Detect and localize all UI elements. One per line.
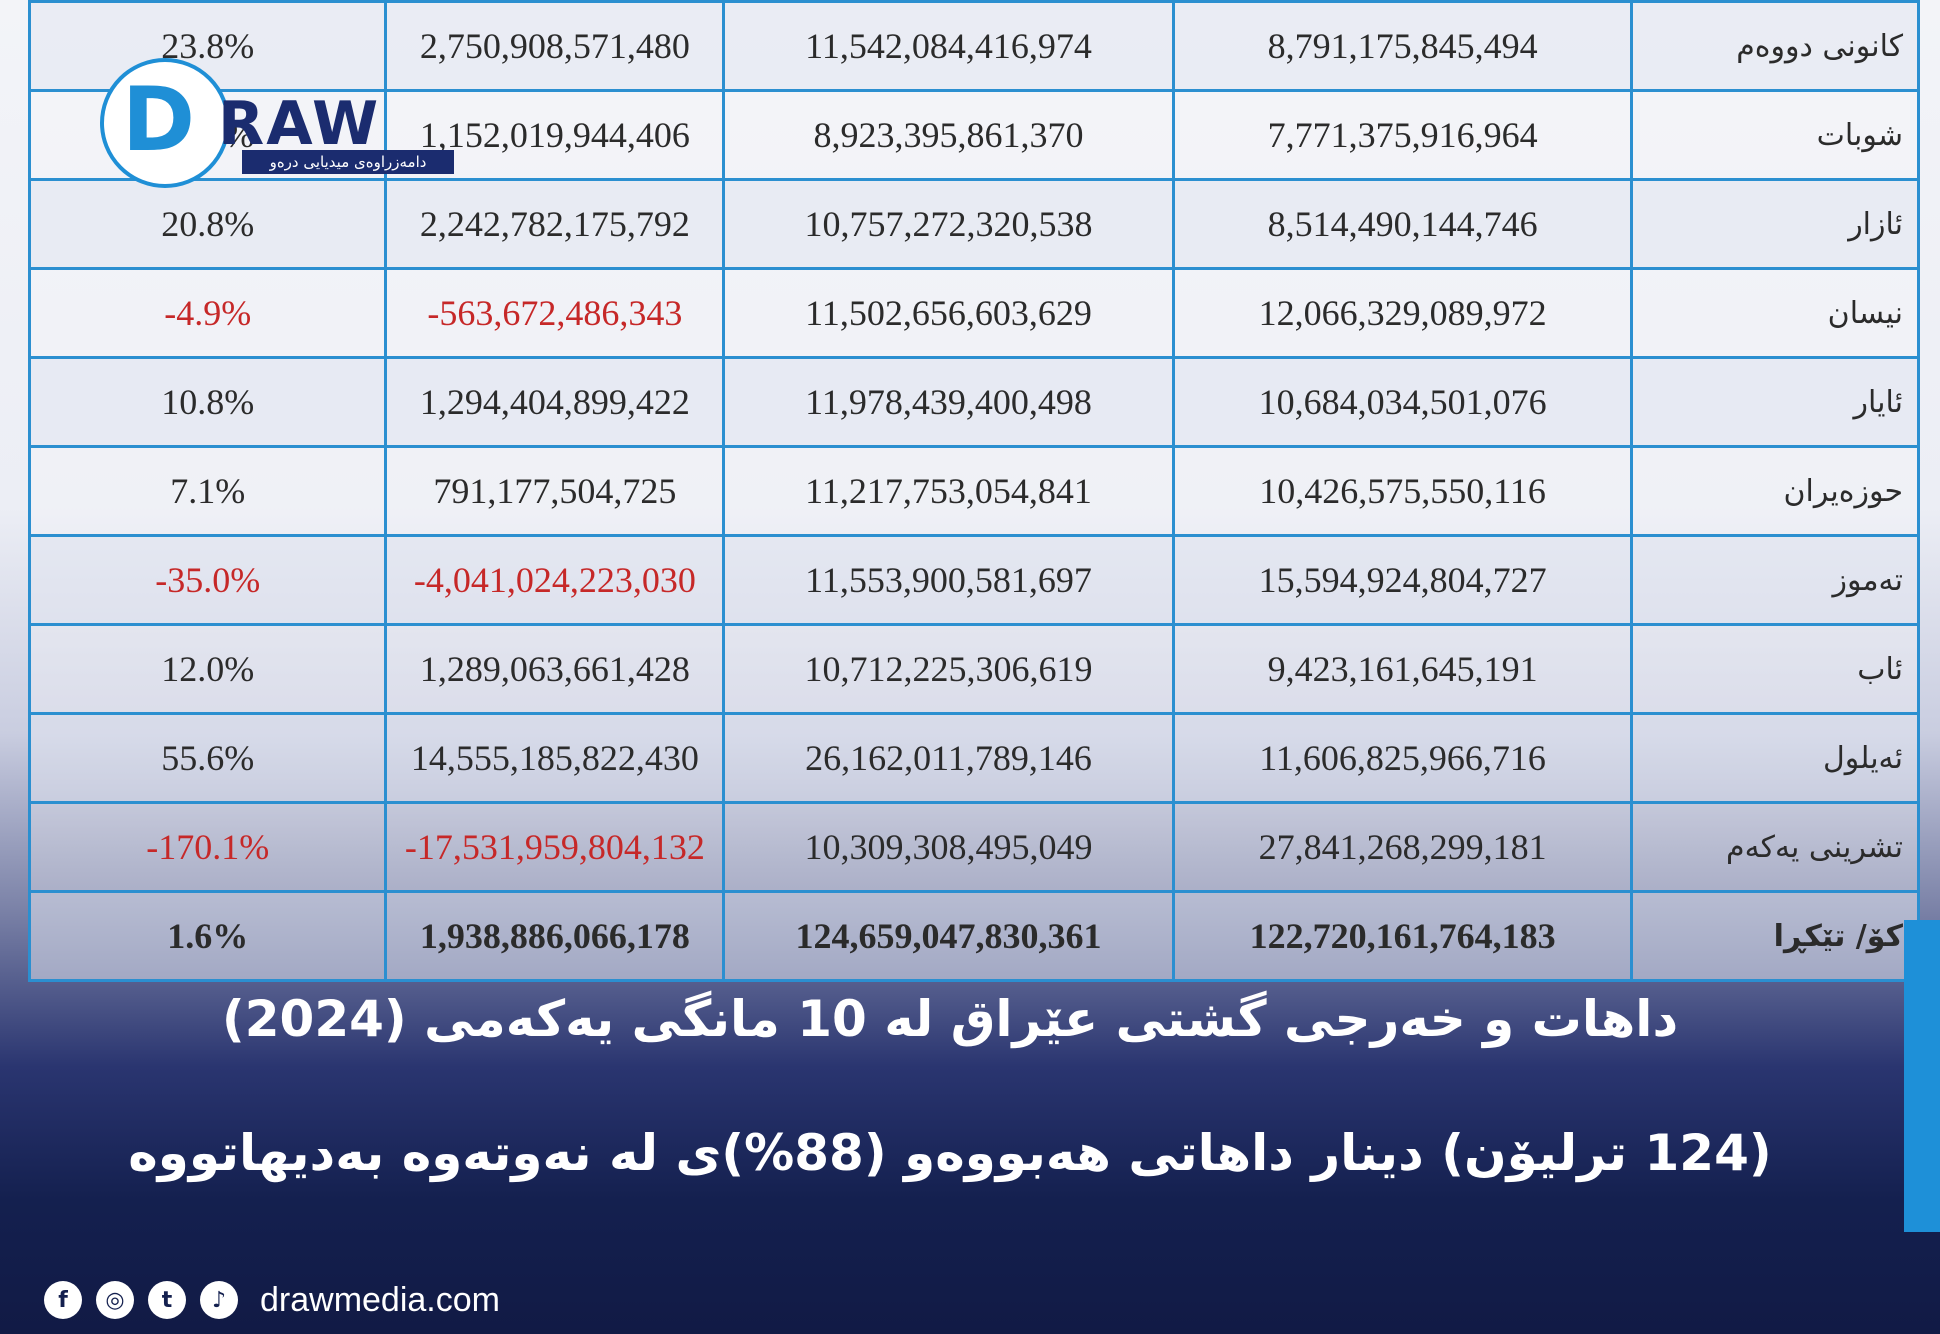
cell-expense: 26,162,011,789,146: [722, 712, 1175, 804]
cell-expense: 11,542,084,416,974: [722, 0, 1175, 92]
cell-month: کۆ/ تێکڕا: [1630, 890, 1920, 982]
cell-percent: -35.0%: [27, 534, 388, 626]
cell-percent: 55.6%: [27, 712, 388, 804]
table-row: 7.1% 791,177,504,725 11,217,753,054,841 10,…: [27, 445, 1920, 537]
cell-expense: 10,309,308,495,049: [722, 801, 1175, 893]
cell-revenue: 11,606,825,966,716: [1171, 712, 1634, 804]
table-row: -35.0% -4,041,024,223,030 11,553,900,581,6…: [27, 534, 1920, 626]
cell-expense: 11,978,439,400,498: [722, 356, 1175, 448]
twitter-icon[interactable]: t: [148, 1281, 186, 1319]
table-row: 12.0% 1,289,063,661,428 10,712,225,306,619…: [27, 623, 1920, 715]
cell-revenue: 27,841,268,299,181: [1171, 801, 1634, 893]
cell-month: ئەیلول: [1630, 712, 1920, 804]
table-row: 55.6% 14,555,185,822,430 26,162,011,789,14…: [27, 712, 1920, 804]
table-row: -4.9% -563,672,486,343 11,502,656,603,629 1…: [27, 267, 1920, 359]
cell-revenue: 15,594,924,804,727: [1171, 534, 1634, 626]
cell-revenue: 10,426,575,550,116: [1171, 445, 1634, 537]
tiktok-icon[interactable]: ♪: [200, 1281, 238, 1319]
cell-month: حوزەیران: [1630, 445, 1920, 537]
cell-revenue: 8,791,175,845,494: [1171, 0, 1634, 92]
cell-difference: 791,177,504,725: [384, 445, 726, 537]
cell-month: ئازار: [1630, 178, 1920, 270]
logo-circle: [100, 58, 230, 188]
cell-percent: 7.1%: [27, 445, 388, 537]
headline-line-1: داهات و خەرجی گشتی عێراق لە 10 مانگی یەک…: [221, 990, 1679, 1048]
logo-word: RAW: [218, 89, 381, 159]
cell-revenue: 9,423,161,645,191: [1171, 623, 1634, 715]
cell-month: ئاب: [1630, 623, 1920, 715]
cell-expense: 11,502,656,603,629: [722, 267, 1175, 359]
headline-line-2: (124 ترلیۆن) دینار داهاتی هەبووەو (88%)ی…: [128, 1124, 1772, 1182]
cell-percent: 20.8%: [27, 178, 388, 270]
cell-revenue: 122,720,161,764,183: [1171, 890, 1634, 982]
cell-percent: 1.6%: [27, 890, 388, 982]
cell-month: تشرینی یەکەم: [1630, 801, 1920, 893]
table-row: 10.8% 1,294,404,899,422 11,978,439,400,498…: [27, 356, 1920, 448]
table-row: -170.1% -17,531,959,804,132 10,309,308,495…: [27, 801, 1920, 893]
cell-difference: 1,938,886,066,178: [384, 890, 726, 982]
cell-difference: 1,294,404,899,422: [384, 356, 726, 448]
cell-revenue: 7,771,375,916,964: [1171, 89, 1634, 181]
cell-expense: 10,712,225,306,619: [722, 623, 1175, 715]
cell-difference: 2,242,782,175,792: [384, 178, 726, 270]
cell-expense: 8,923,395,861,370: [722, 89, 1175, 181]
cell-expense: 11,217,753,054,841: [722, 445, 1175, 537]
cell-percent: 12.0%: [27, 623, 388, 715]
budget-data-table: 23.8% 2,750,908,571,480 11,542,084,416,974…: [27, 0, 1920, 982]
cell-month: کانونی دووەم: [1630, 0, 1920, 92]
cell-expense: 11,553,900,581,697: [722, 534, 1175, 626]
table-row: 23.8% 2,750,908,571,480 11,542,084,416,974…: [27, 0, 1920, 92]
website-link[interactable]: drawmedia.com: [260, 1280, 500, 1319]
cell-difference: 1,289,063,661,428: [384, 623, 726, 715]
table-total-row: 1.6% 1,938,886,066,178 124,659,047,830,361…: [27, 890, 1920, 982]
cell-percent: 10.8%: [27, 356, 388, 448]
facebook-icon[interactable]: f: [44, 1281, 82, 1319]
cell-revenue: 12,066,329,089,972: [1171, 267, 1634, 359]
cell-difference: -563,672,486,343: [384, 267, 726, 359]
cell-month: تەموز: [1630, 534, 1920, 626]
cell-expense: 124,659,047,830,361: [722, 890, 1175, 982]
logo-letter: D: [122, 68, 196, 171]
cell-revenue: 10,684,034,501,076: [1171, 356, 1634, 448]
draw-logo: D RAW دامەزراوەی میدیایی درەو: [100, 58, 470, 198]
cell-percent: -4.9%: [27, 267, 388, 359]
instagram-icon[interactable]: ◎: [96, 1281, 134, 1319]
cell-month: ئایار: [1630, 356, 1920, 448]
cell-percent: -170.1%: [27, 801, 388, 893]
logo-tagline: دامەزراوەی میدیایی درەو: [242, 150, 454, 174]
footer: f ◎ t ♪ drawmedia.com: [44, 1278, 500, 1322]
accent-bar: [1904, 920, 1940, 1232]
cell-month: شوبات: [1630, 89, 1920, 181]
cell-expense: 10,757,272,320,538: [722, 178, 1175, 270]
cell-difference: -4,041,024,223,030: [384, 534, 726, 626]
budget-table: 23.8% 2,750,908,571,480 11,542,084,416,974…: [27, 0, 1920, 982]
cell-difference: -17,531,959,804,132: [384, 801, 726, 893]
table-row: 20.8% 2,242,782,175,792 10,757,272,320,538…: [27, 178, 1920, 270]
cell-revenue: 8,514,490,144,746: [1171, 178, 1634, 270]
cell-difference: 2,750,908,571,480: [384, 0, 726, 92]
cell-month: نیسان: [1630, 267, 1920, 359]
cell-difference: 14,555,185,822,430: [384, 712, 726, 804]
